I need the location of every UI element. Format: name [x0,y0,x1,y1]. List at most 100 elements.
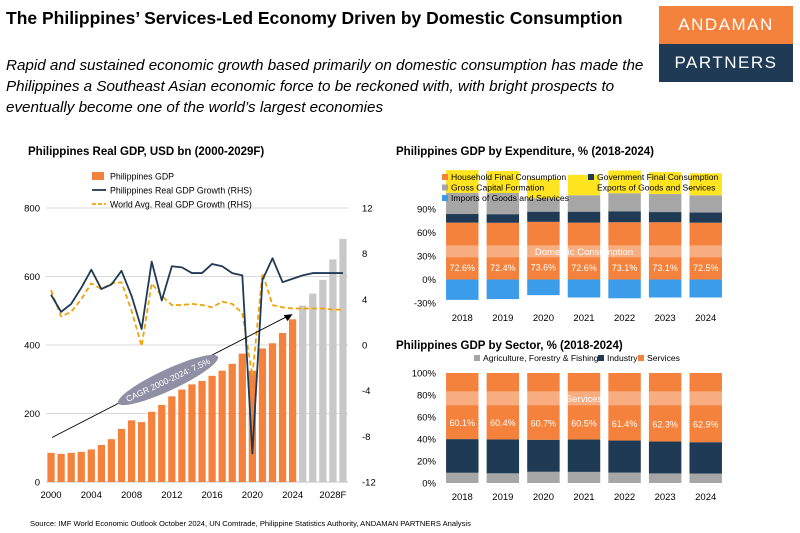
gdp-bar [178,389,186,482]
gdp-bar [309,293,317,482]
exp-bar-segment [689,173,722,196]
cagr-ribbon [117,354,219,406]
y2-tick-label: 0 [362,341,367,352]
gdp-bar [168,396,176,482]
logo-line-1: ANDAMAN [659,6,793,44]
y-tick-label: 90% [417,205,437,216]
x-tick-label: 2024 [695,313,716,324]
gdp-bar [218,370,226,482]
gdp-bar [339,238,347,482]
x-tick-label: 2016 [202,490,223,501]
legend-label: Imports of Goods and Services [451,193,569,203]
sector-bar-segment [527,373,560,440]
gdp-bar [188,384,196,482]
sector-bar-segment [486,373,520,440]
gdp-bar [148,411,156,482]
y-tick-label: 600 [24,272,40,283]
exp-data-label: 72.6% [571,263,597,273]
y-tick-label: 60% [417,228,437,239]
sector-bar-segment [486,439,520,474]
x-tick-label: 2000 [40,490,61,501]
logo: ANDAMAN PARTNERS [659,6,793,82]
exp-bar-segment [567,222,601,280]
x-tick-label: 2022 [614,313,635,324]
sector-bar-segment [608,373,641,441]
exp-data-label: 72.6% [450,263,476,273]
x-tick-label: 2012 [161,490,182,501]
y-tick-label: 0% [422,479,436,490]
exp-bar-segment [689,195,722,213]
sector-bar-segment [446,439,479,473]
y2-tick-label: -8 [362,432,370,443]
legend-swatch [588,184,594,191]
legend-swatch [588,174,594,180]
exp-bar-segment [608,279,641,299]
gdp-chart-title: Philippines Real GDP, USD bn (2000-2029F… [28,146,265,158]
exp-bar-segment [446,214,479,223]
x-tick-label: 2023 [655,492,676,503]
gdp-bar [258,348,267,482]
services-band-label: Services [566,394,603,405]
exp-bar-segment [486,222,520,280]
x-tick-label: 2020 [533,313,554,324]
sector-bar-segment [608,440,641,473]
y-tick-label: 0 [35,478,40,489]
sector-bar-segment [567,471,601,483]
expenditure-chart: -30% 0% 30% 60% 90% 72.6% 2018 72.4% 2019 73.6% 20… [414,170,726,324]
legend-label: Agriculture, Forestry & Fishing [483,353,599,363]
legend-swatch [442,184,448,191]
sector-chart: 0% 20% 40% 60% 80% 100% 60.1% 2018 60.4% 2019 60.7… [412,353,726,503]
legend-swatch [474,355,480,361]
y2-tick-label: -12 [362,478,376,489]
gdp-bar [299,305,307,482]
y2-tick-label: 12 [362,204,373,215]
x-tick-label: 2021 [573,313,594,324]
sector-bar-segment [446,472,479,483]
sector-bar-segment [608,472,641,483]
x-tick-label: 2019 [492,313,513,324]
x-tick-label: 2008 [121,490,142,501]
x-tick-label: 2028F [319,490,346,501]
exp-data-label: 73.6% [531,263,557,273]
exp-bar-segment [486,214,520,223]
exp-bar-segment [608,170,641,194]
gdp-bar [47,452,55,482]
legend-label: Exports of Goods and Services [597,183,715,193]
page-subtitle: Rapid and sustained economic growth base… [6,57,644,116]
exp-bar-segment [689,222,722,280]
gdp-bar [319,279,327,482]
world-growth-line [50,272,343,377]
exp-bar-segment [648,279,682,298]
legend-label-world-growth: World Avg. Real GDP Growth (RHS) [110,200,252,210]
gdp-bar [158,404,166,482]
x-tick-label: 2021 [573,492,594,503]
page-title: The Philippines’ Services-Led Economy Dr… [6,8,623,28]
domestic-consumption-label: Domestic Consumption [535,247,633,258]
gdp-bar [127,420,136,482]
exp-bar-segment [567,211,601,223]
gdp-bar [208,375,216,482]
exp-bar-segment [608,222,641,280]
gdp-bar [77,451,85,482]
x-tick-label: 2018 [452,313,473,324]
y-tick-label: 800 [24,204,40,215]
exp-bar-segment [567,195,601,212]
exp-bar-segment [527,198,560,212]
sector-bar-segment [648,373,682,442]
legend-label: Household Final Consumption [451,172,566,182]
gdp-bar [268,343,277,482]
gdp-bar [107,439,116,482]
source-note: Source: IMF World Economic Outlook Octob… [30,519,471,528]
cagr-arrowhead [283,314,293,322]
exp-data-label: 73.1% [612,263,638,273]
legend-label: Industry [607,353,638,363]
sector-bar-segment [527,439,560,472]
legend-swatch [442,174,448,180]
exp-bar-segment [608,193,641,212]
x-tick-label: 2022 [614,492,635,503]
exp-bar-segment [446,222,479,280]
x-tick-label: 2018 [452,492,473,503]
x-tick-label: 2004 [81,490,102,501]
exp-data-label: 73.1% [652,263,678,273]
legend-swatch [442,195,448,201]
